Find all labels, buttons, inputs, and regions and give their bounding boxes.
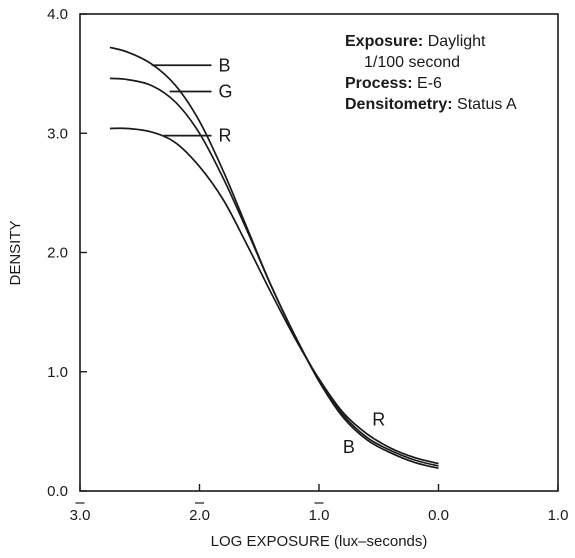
y-tick-label: 3.0 (47, 125, 68, 142)
annotation-line: Densitometry: Status A (345, 96, 517, 113)
x-tick-label: 1.0 (548, 507, 569, 524)
y-axis-title: DENSITY (7, 220, 24, 285)
annotation-line: Process: E-6 (345, 75, 442, 92)
curve-label-g: G (218, 82, 232, 102)
annotation-line: 1/100 second (364, 54, 460, 71)
curve-label-r: R (218, 126, 231, 146)
x-axis-title: LOG EXPOSURE (lux–seconds) (211, 533, 428, 550)
annotation-value: 1/100 second (364, 54, 460, 71)
x-tick-label: 1.0 (309, 507, 330, 524)
x-tick-label: 3.0 (70, 507, 91, 524)
annotation-value: Daylight (423, 33, 486, 50)
annotation-key: Exposure: (345, 33, 423, 50)
curve-r (109, 127, 439, 465)
curve-end-label-r: R (372, 409, 385, 429)
y-tick-label: 4.0 (47, 6, 68, 23)
annotation-key: Densitometry: (345, 96, 453, 113)
annotation-value: Status A (453, 96, 517, 113)
y-tick-label: 1.0 (47, 364, 68, 381)
annotation-line: Exposure: Daylight (345, 33, 486, 50)
y-tick-label: 0.0 (47, 483, 68, 500)
curve-g (109, 77, 439, 467)
x-tick-label: 2.0 (189, 507, 210, 524)
axis-ticks: 3.0 2.0 1.0 0.0 1.0 0.0 1.0 2.0 3.0 4.0 (47, 6, 568, 524)
annotation-value: E-6 (413, 75, 442, 92)
curve-lines (109, 46, 439, 470)
annotation-key: Process: (345, 75, 413, 92)
x-tick-label: 0.0 (428, 507, 449, 524)
curve-end-label-b: B (343, 437, 355, 457)
curve-label-b: B (218, 55, 230, 75)
y-tick-label: 2.0 (47, 245, 68, 262)
conditions-annotation: Exposure: Daylight 1/100 second Process: E… (345, 33, 517, 113)
